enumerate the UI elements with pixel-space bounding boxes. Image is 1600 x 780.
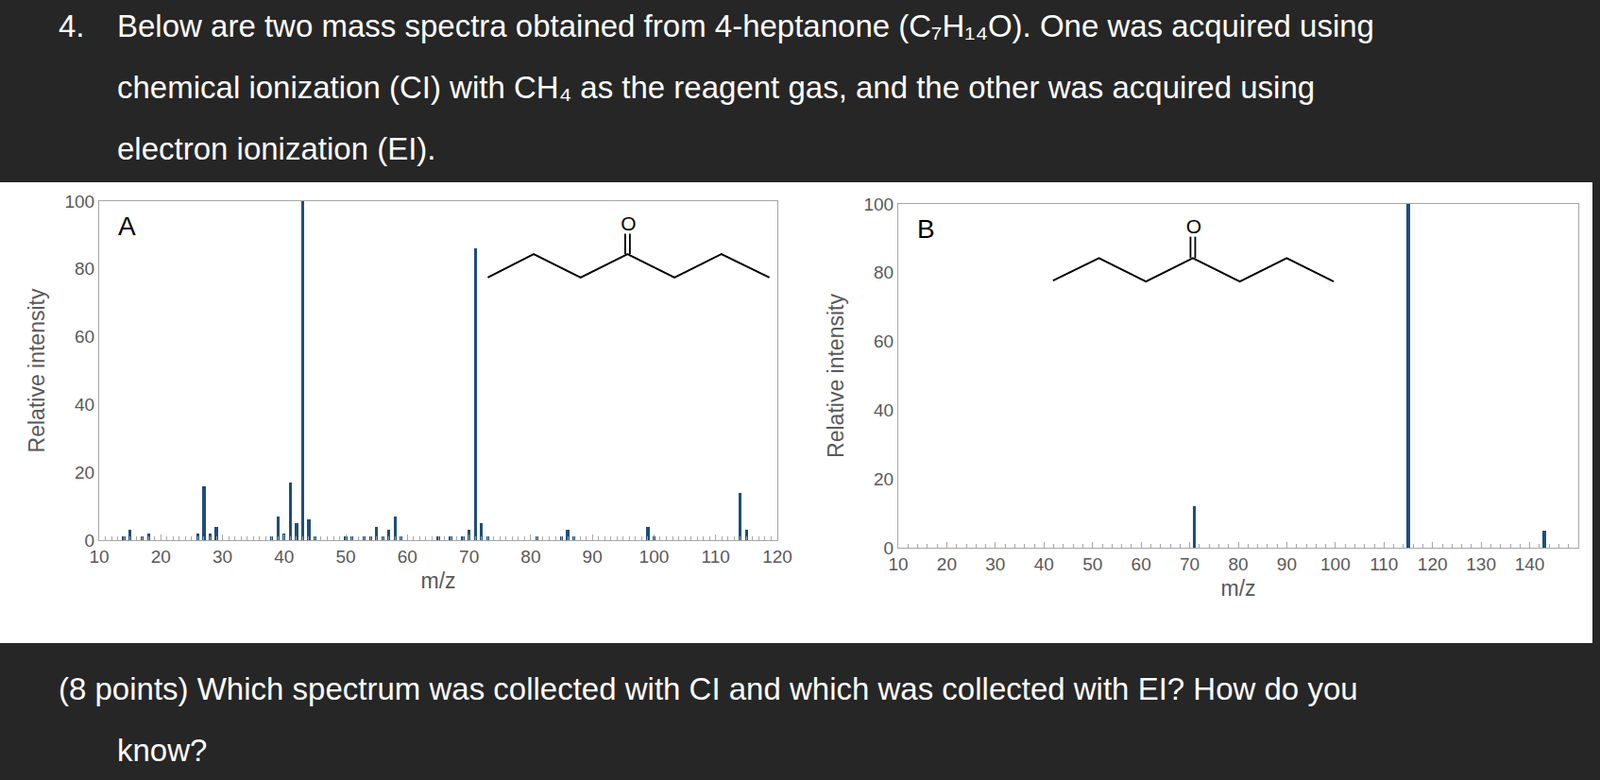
svg-text:40: 40	[873, 400, 894, 421]
svg-text:A: A	[118, 211, 137, 241]
html-text:know?: know?	[117, 732, 208, 768]
svg-text:100: 100	[1320, 554, 1351, 575]
svg-text:40: 40	[1034, 554, 1055, 575]
svg-text:10: 10	[887, 554, 908, 575]
svg-text:80: 80	[74, 258, 95, 279]
svg-text:120: 120	[762, 546, 793, 567]
svg-text:80: 80	[520, 546, 541, 567]
svg-text:50: 50	[336, 546, 357, 567]
svg-text:100: 100	[639, 546, 670, 567]
svg-text:90: 90	[1276, 554, 1297, 575]
svg-text:90: 90	[582, 546, 603, 567]
html-text:Below are two mass spectra obt: Below are two mass spectra obtained from…	[117, 8, 1375, 44]
svg-text:20: 20	[151, 546, 171, 567]
svg-text:30: 30	[985, 554, 1005, 575]
svg-text:O: O	[1186, 215, 1202, 238]
svg-text:70: 70	[1179, 554, 1200, 575]
svg-text:60: 60	[74, 326, 95, 347]
svg-text:30: 30	[212, 546, 233, 567]
svg-text:110: 110	[1369, 554, 1398, 575]
html-text:electron ionization (EI).: electron ionization (EI).	[117, 131, 436, 167]
svg-text:O: O	[620, 212, 636, 235]
svg-text:B: B	[917, 214, 936, 244]
svg-text:m/z: m/z	[420, 568, 456, 594]
svg-text:50: 50	[1082, 554, 1103, 575]
html-text:4.: 4.	[58, 8, 85, 44]
svg-text:Relative intensity: Relative intensity	[24, 288, 50, 453]
svg-text:60: 60	[1131, 554, 1152, 575]
svg-text:100: 100	[863, 194, 894, 215]
svg-text:80: 80	[873, 262, 894, 283]
svg-text:20: 20	[74, 462, 95, 483]
svg-text:20: 20	[873, 469, 894, 490]
svg-text:10: 10	[88, 546, 109, 567]
svg-text:60: 60	[397, 546, 418, 567]
svg-text:60: 60	[873, 331, 894, 352]
svg-text:130: 130	[1465, 554, 1497, 575]
svg-text:80: 80	[1227, 554, 1248, 575]
svg-text:100: 100	[64, 191, 95, 212]
svg-text:40: 40	[74, 394, 95, 415]
svg-text:Relative intensity: Relative intensity	[823, 293, 849, 459]
html-text:(8 points) Which spectrum was: (8 points) Which spectrum was collected …	[58, 671, 1358, 707]
svg-text:110: 110	[701, 546, 731, 567]
svg-text:m/z: m/z	[1220, 576, 1256, 601]
svg-text:120: 120	[1417, 554, 1448, 575]
svg-text:0: 0	[85, 530, 96, 551]
svg-text:70: 70	[459, 546, 479, 567]
svg-text:40: 40	[273, 546, 294, 567]
svg-text:20: 20	[936, 554, 957, 575]
svg-text:140: 140	[1514, 554, 1546, 575]
svg-text:0: 0	[884, 538, 895, 559]
html-text:chemical ionization (CI) with: chemical ionization (CI) with CH₄ as the…	[117, 69, 1315, 105]
